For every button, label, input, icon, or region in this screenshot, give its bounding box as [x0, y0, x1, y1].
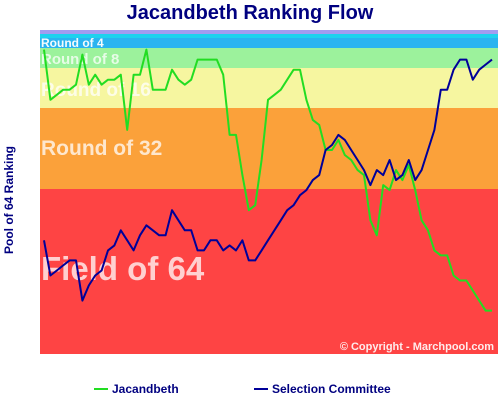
band-round-of-16: [40, 68, 498, 108]
chart-title: Jacandbeth Ranking Flow: [126, 2, 374, 24]
legend-item-jacandbeth: Jacandbeth: [94, 382, 179, 396]
top-stripe-0: [40, 30, 498, 34]
band-label-round-of-32: Round of 32: [41, 137, 162, 160]
band-round-of-32: [40, 108, 498, 189]
series-line-jacandbeth: [43, 48, 492, 312]
band-round-of-8: [40, 48, 498, 68]
legend-swatch-jacandbeth: [94, 388, 108, 390]
legend-swatch-selection-committee: [254, 388, 268, 390]
legend-item-selection-committee: Selection Committee: [254, 382, 391, 396]
band-label-round-of-8: Round of 8: [41, 51, 119, 68]
copyright-text: © Copyright - Marchpool.com: [340, 341, 494, 353]
series-line-selection-committee: [43, 58, 493, 302]
band-label-round-of-4: Round of 4: [41, 36, 104, 50]
band-label-round-of-16: Round of 16: [41, 80, 151, 101]
legend-label-jacandbeth: Jacandbeth: [112, 382, 179, 396]
top-stripe-1: [40, 34, 498, 38]
legend-label-selection-committee: Selection Committee: [272, 382, 391, 396]
band-round-of-4: [40, 38, 498, 48]
band-label-field-of-64: Field of 64: [41, 250, 205, 287]
